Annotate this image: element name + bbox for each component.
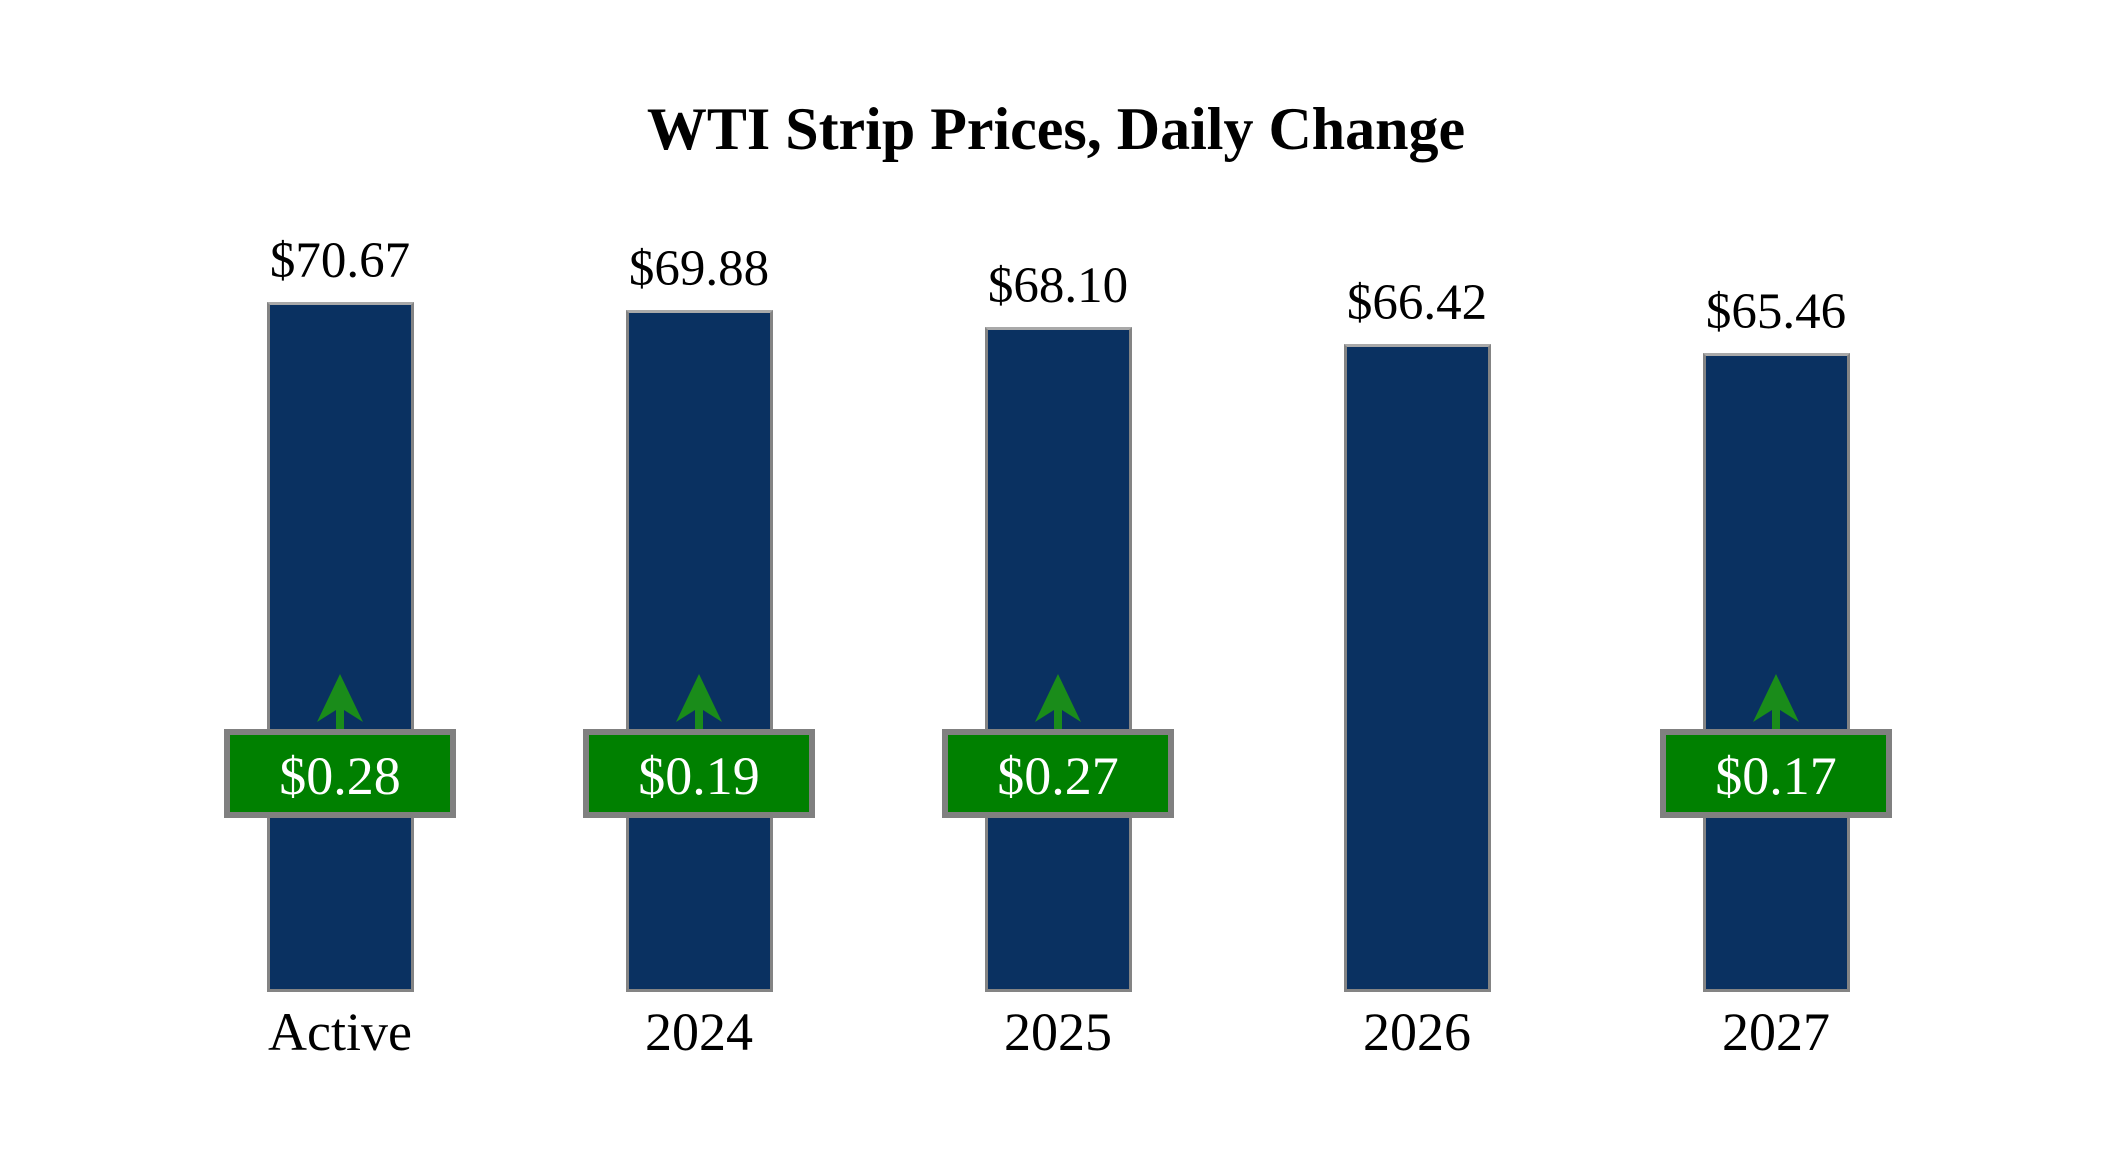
bar <box>266 302 414 992</box>
daily-change-value: $0.17 <box>1715 745 1837 806</box>
category-label: 2024 <box>645 1002 753 1062</box>
up-arrow-icon <box>317 674 363 730</box>
bar <box>984 327 1132 992</box>
daily-change-value: $0.19 <box>638 745 760 806</box>
bar-value-label: $66.42 <box>1346 275 1488 331</box>
daily-change-value: $0.27 <box>997 745 1119 806</box>
daily-change-badge: $0.19 <box>583 729 815 818</box>
up-arrow-icon <box>1035 674 1081 730</box>
category-label: 2027 <box>1722 1002 1830 1062</box>
bar-value-label: $70.67 <box>269 233 411 289</box>
daily-change-value: $0.28 <box>279 745 401 806</box>
bar <box>1702 353 1850 992</box>
bar <box>625 310 773 992</box>
up-arrow-icon <box>1753 674 1799 730</box>
bar-value-label: $68.10 <box>987 258 1129 314</box>
category-label: 2026 <box>1363 1002 1471 1062</box>
daily-change-badge: $0.27 <box>942 729 1174 818</box>
bar <box>1343 344 1491 992</box>
category-label: 2025 <box>1004 1002 1112 1062</box>
up-arrow-icon <box>676 674 722 730</box>
daily-change-badge: $0.17 <box>1660 729 1892 818</box>
bar-value-label: $69.88 <box>628 241 770 297</box>
chart-title: WTI Strip Prices, Daily Change <box>646 96 1466 162</box>
daily-change-badge: $0.28 <box>224 729 456 818</box>
bar-value-label: $65.46 <box>1705 284 1847 340</box>
category-label: Active <box>268 1002 412 1062</box>
